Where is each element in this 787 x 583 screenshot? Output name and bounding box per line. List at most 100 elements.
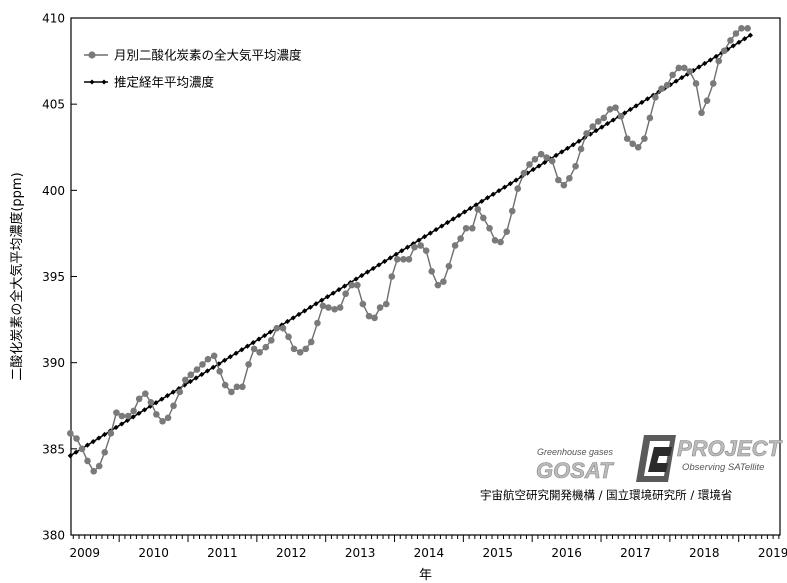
- monthly-point: [210, 352, 218, 360]
- monthly-point: [663, 81, 671, 89]
- logo-project: PROJECT: [677, 436, 782, 461]
- monthly-point: [469, 224, 476, 232]
- monthly-point: [486, 224, 493, 232]
- trend-point: [342, 283, 348, 289]
- trend-point: [119, 421, 125, 427]
- trend-point: [559, 149, 565, 155]
- monthly-point: [675, 64, 683, 72]
- trend-point: [130, 414, 136, 420]
- trend-point: [484, 195, 491, 201]
- monthly-point: [336, 304, 344, 311]
- monthly-point: [245, 361, 252, 368]
- trend-point: [639, 99, 645, 105]
- trend-point: [604, 120, 611, 127]
- monthly-point: [73, 435, 80, 442]
- monthly-point: [216, 367, 223, 375]
- monthly-point: [428, 268, 435, 275]
- trend-point: [553, 152, 559, 158]
- monthly-point: [262, 343, 270, 351]
- monthly-point: [233, 383, 241, 391]
- monthly-point: [623, 135, 631, 142]
- monthly-point: [164, 414, 172, 422]
- monthly-point: [153, 411, 160, 418]
- monthly-point: [440, 278, 447, 285]
- trend-point: [239, 347, 245, 353]
- monthly-point: [669, 71, 676, 79]
- trend-point: [262, 332, 268, 339]
- trend-point: [404, 244, 411, 250]
- monthly-point: [474, 205, 482, 213]
- trend-point: [370, 265, 376, 272]
- trend-point: [707, 57, 713, 63]
- legend-marker-diamond: [89, 79, 95, 85]
- trend-point: [502, 184, 508, 190]
- monthly-point: [646, 114, 654, 122]
- monthly-point: [577, 145, 585, 153]
- trend-point: [416, 237, 422, 243]
- trend-point: [742, 36, 748, 42]
- trend-point: [113, 424, 119, 431]
- trend-point: [513, 177, 519, 183]
- monthly-point: [727, 37, 734, 44]
- monthly-point: [457, 235, 464, 242]
- monthly-point: [124, 412, 132, 420]
- x-tick-label: 2018: [689, 546, 720, 560]
- legend-label-trend: 推定経年平均濃度: [114, 75, 215, 90]
- monthly-point: [393, 255, 401, 263]
- trend-point: [684, 71, 691, 77]
- trend-point: [153, 400, 159, 406]
- monthly-point: [348, 281, 356, 289]
- trend-point: [467, 205, 473, 211]
- monthly-point: [228, 388, 235, 396]
- monthly-point: [95, 462, 103, 470]
- monthly-point: [617, 112, 625, 120]
- monthly-point: [371, 314, 378, 322]
- x-tick-label: 2016: [551, 546, 582, 560]
- trend-point: [319, 297, 325, 303]
- logo-tagline: Greenhouse gases: [537, 447, 614, 457]
- trend-point: [256, 336, 262, 342]
- trend-point: [330, 290, 336, 296]
- monthly-point: [256, 349, 263, 356]
- x-tick-label: 2010: [138, 546, 169, 560]
- trend-point: [244, 343, 251, 349]
- trend-point: [199, 371, 205, 378]
- trend-point: [359, 272, 365, 279]
- trend-point: [159, 396, 165, 402]
- monthly-point: [296, 349, 304, 356]
- monthly-point: [193, 366, 201, 373]
- monthly-point: [342, 290, 349, 298]
- y-axis-title: 二酸化炭素の全大気平均濃度(ppm): [9, 172, 25, 380]
- trend-point: [364, 269, 371, 275]
- monthly-point: [279, 324, 287, 332]
- legend-item-trend: 推定経年平均濃度: [84, 75, 215, 90]
- trend-point: [376, 262, 382, 268]
- monthly-point: [589, 123, 597, 130]
- monthly-point: [376, 304, 384, 311]
- trend-point: [444, 219, 451, 226]
- x-axis-title: 年: [419, 568, 432, 583]
- trend-point: [747, 32, 754, 38]
- trend-point: [353, 276, 359, 282]
- trend-point: [84, 442, 91, 448]
- monthly-point: [187, 371, 195, 379]
- x-tick-label: 2015: [483, 546, 514, 560]
- trend-point: [570, 142, 576, 148]
- trend-point: [296, 311, 302, 317]
- monthly-point: [555, 176, 562, 184]
- trend-point: [713, 53, 719, 60]
- monthly-point: [142, 390, 149, 397]
- x-tick-label: 2012: [276, 546, 307, 560]
- monthly-point: [698, 109, 705, 117]
- y-tick-label: 395: [42, 270, 65, 284]
- x-tick-label: 2019: [758, 546, 787, 560]
- y-tick-label: 405: [42, 98, 65, 112]
- trend-point: [142, 407, 148, 413]
- trend-point: [182, 382, 188, 388]
- trend-point: [284, 318, 291, 325]
- trend-point: [433, 226, 439, 233]
- series-trend: [67, 32, 754, 459]
- trend-point: [427, 230, 433, 236]
- monthly-point: [135, 395, 143, 403]
